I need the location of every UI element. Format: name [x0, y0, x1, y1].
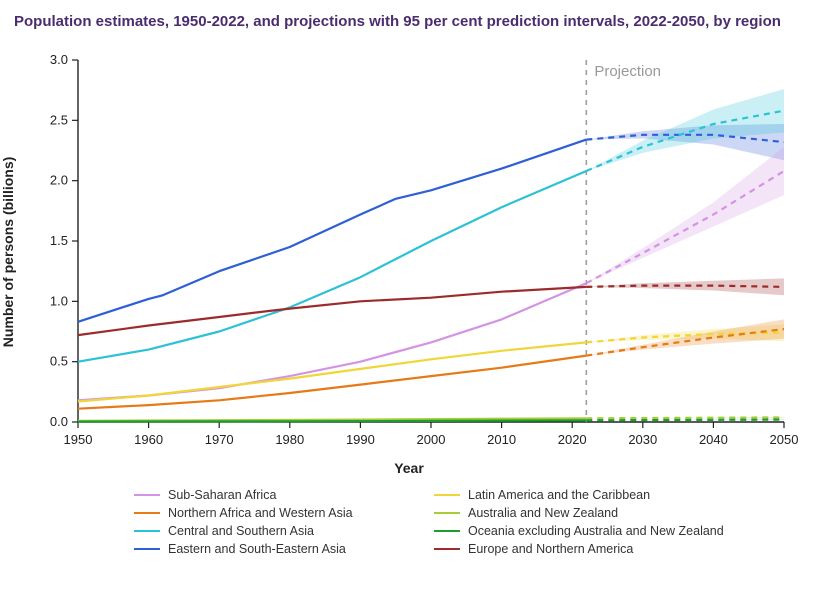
legend-item-nawa: Northern Africa and Western Asia	[134, 506, 414, 520]
y-tick-label: 3.0	[50, 52, 68, 67]
legend-swatch	[434, 512, 460, 514]
x-tick-label: 2000	[417, 432, 446, 447]
chart-container: Number of persons (billions) 0.00.51.01.…	[14, 42, 804, 462]
legend-item-oceania: Oceania excluding Australia and New Zeal…	[434, 524, 794, 538]
y-tick-label: 0.5	[50, 353, 68, 368]
series-ssafrica-historical	[78, 283, 586, 400]
legend-label: Eastern and South-Eastern Asia	[168, 542, 346, 556]
legend-item-anz: Australia and New Zealand	[434, 506, 794, 520]
legend-item-lac: Latin America and the Caribbean	[434, 488, 794, 502]
y-axis-label: Number of persons (billions)	[0, 156, 16, 347]
legend-swatch	[134, 548, 160, 550]
legend-item-csasia: Central and Southern Asia	[134, 524, 414, 538]
y-tick-label: 0.0	[50, 414, 68, 429]
ci-ssafrica	[586, 146, 784, 282]
y-tick-label: 2.0	[50, 172, 68, 187]
chart-title: Population estimates, 1950-2022, and pro…	[14, 12, 805, 32]
legend-swatch	[434, 494, 460, 496]
legend-item-europena: Europe and Northern America	[434, 542, 794, 556]
legend-label: Oceania excluding Australia and New Zeal…	[468, 524, 724, 538]
legend-label: Europe and Northern America	[468, 542, 633, 556]
legend-label: Latin America and the Caribbean	[468, 488, 650, 502]
legend-label: Sub-Saharan Africa	[168, 488, 276, 502]
legend: Sub-Saharan Africa Latin America and the …	[134, 488, 805, 556]
series-eseasia-historical	[78, 139, 586, 321]
x-tick-label: 2030	[628, 432, 657, 447]
x-tick-label: 2040	[699, 432, 728, 447]
y-tick-label: 1.5	[50, 233, 68, 248]
x-tick-label: 2020	[558, 432, 587, 447]
legend-item-ssafrica: Sub-Saharan Africa	[134, 488, 414, 502]
x-tick-label: 1970	[205, 432, 234, 447]
series-lac-historical	[78, 342, 586, 401]
chart-svg: 0.0 0.5 1.0 1.5 2.0 2.5 3.0 1950 1960 1970 1980 199…	[14, 42, 804, 462]
x-tick-label: 1990	[346, 432, 375, 447]
x-tick-label: 2050	[770, 432, 799, 447]
ci-csasia	[586, 89, 784, 171]
page: Population estimates, 1950-2022, and pro…	[0, 0, 819, 596]
x-tick-label: 1950	[64, 432, 93, 447]
series-oceania-historical	[78, 420, 586, 421]
projection-label: Projection	[594, 63, 661, 80]
legend-swatch	[434, 548, 460, 550]
series-nawa-historical	[78, 355, 586, 408]
legend-label: Central and Southern Asia	[168, 524, 314, 538]
legend-swatch	[434, 530, 460, 532]
legend-label: Northern Africa and Western Asia	[168, 506, 353, 520]
series-csasia-historical	[78, 171, 586, 362]
ci-nawa	[586, 319, 784, 355]
x-tick-label: 1980	[275, 432, 304, 447]
series-europena-historical	[78, 286, 586, 334]
legend-swatch	[134, 512, 160, 514]
x-tick-label: 1960	[134, 432, 163, 447]
y-tick-label: 2.5	[50, 112, 68, 127]
x-axis-label: Year	[394, 460, 424, 476]
legend-item-eseasia: Eastern and South-Eastern Asia	[134, 542, 414, 556]
x-tick-label: 2010	[487, 432, 516, 447]
y-tick-label: 1.0	[50, 293, 68, 308]
legend-swatch	[134, 530, 160, 532]
legend-label: Australia and New Zealand	[468, 506, 618, 520]
legend-swatch	[134, 494, 160, 496]
